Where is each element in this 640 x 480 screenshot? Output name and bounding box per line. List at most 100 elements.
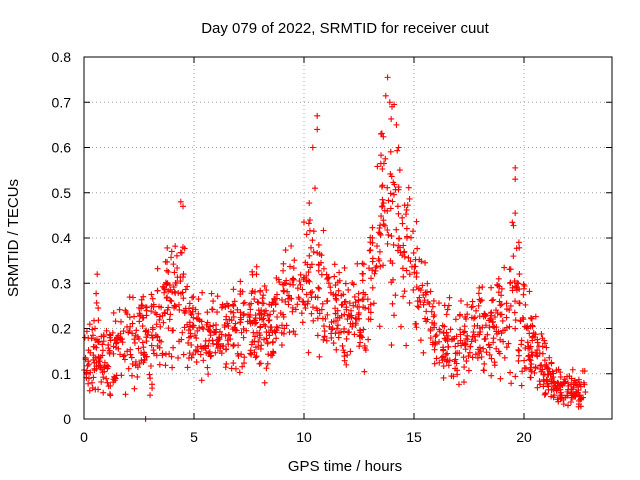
data-point (339, 342, 346, 349)
data-point (252, 354, 259, 361)
data-point (312, 185, 318, 192)
data-point (515, 357, 522, 364)
data-point (236, 369, 243, 376)
data-point (369, 239, 376, 246)
data-point (289, 308, 296, 315)
data-point (369, 224, 376, 231)
data-point (391, 312, 398, 319)
data-point (85, 380, 92, 387)
data-point (315, 267, 322, 274)
data-point (394, 147, 401, 154)
data-point (266, 301, 273, 308)
data-point (400, 242, 407, 249)
data-point (540, 371, 547, 378)
data-point (87, 369, 94, 376)
data-point (303, 291, 310, 298)
data-point (534, 353, 541, 360)
data-point (431, 360, 438, 367)
data-point (352, 299, 359, 306)
data-point (291, 257, 298, 264)
data-point (139, 314, 146, 321)
data-point (186, 300, 193, 307)
data-point (207, 353, 214, 360)
data-point (258, 342, 265, 349)
data-point (168, 248, 175, 255)
data-point (369, 267, 376, 274)
data-point (527, 374, 534, 381)
data-point (574, 382, 581, 389)
data-point (93, 299, 100, 306)
data-point (214, 345, 221, 352)
data-point (172, 243, 179, 250)
data-point (344, 352, 351, 359)
data-point (497, 302, 504, 309)
data-point (279, 281, 286, 288)
data-point (169, 364, 176, 371)
data-point (399, 220, 406, 227)
data-point (133, 327, 140, 334)
data-point (138, 302, 145, 309)
data-point (468, 304, 475, 311)
data-point (129, 360, 136, 367)
data-point (382, 155, 389, 162)
data-point (539, 343, 546, 350)
data-point (168, 254, 175, 261)
data-point (384, 74, 391, 81)
data-point (179, 274, 186, 281)
data-point (403, 267, 410, 274)
data-point (280, 287, 287, 294)
data-point (89, 384, 96, 391)
data-point (321, 334, 328, 340)
data-point (225, 322, 232, 329)
data-point (215, 334, 222, 341)
data-point (308, 310, 315, 317)
data-point (461, 341, 468, 348)
data-point (385, 231, 392, 238)
data-point (349, 323, 356, 330)
data-point (400, 273, 407, 280)
x-tick-label: 5 (190, 429, 198, 445)
data-point (282, 298, 289, 305)
data-point (122, 307, 129, 314)
data-point (476, 284, 483, 291)
data-point (415, 304, 422, 311)
data-point (315, 241, 322, 248)
data-point (503, 306, 510, 313)
data-point (441, 323, 448, 330)
data-point (475, 302, 482, 309)
data-point (93, 344, 100, 351)
data-point (378, 183, 385, 190)
data-point (241, 360, 248, 367)
data-point (266, 317, 273, 324)
data-point (139, 302, 146, 309)
data-point (464, 332, 471, 339)
data-point (359, 270, 366, 277)
data-point (308, 294, 315, 301)
data-point (314, 315, 321, 322)
data-point (343, 335, 350, 342)
data-point (401, 288, 408, 295)
data-point (181, 324, 188, 331)
data-point (124, 348, 131, 355)
data-point (224, 337, 231, 344)
data-point (219, 303, 226, 310)
data-point (292, 331, 299, 338)
data-point (463, 335, 470, 342)
data-point (126, 328, 133, 335)
data-point (360, 326, 367, 333)
data-point (193, 335, 200, 342)
data-point (278, 296, 285, 303)
data-point (367, 247, 374, 254)
data-point (189, 294, 196, 301)
data-point (389, 260, 396, 267)
data-point (185, 355, 192, 362)
data-point (310, 304, 317, 311)
data-point (403, 234, 410, 241)
data-point (89, 326, 96, 333)
data-point (290, 265, 297, 272)
data-point (100, 333, 107, 340)
data-point (194, 327, 201, 334)
data-point (300, 299, 307, 306)
